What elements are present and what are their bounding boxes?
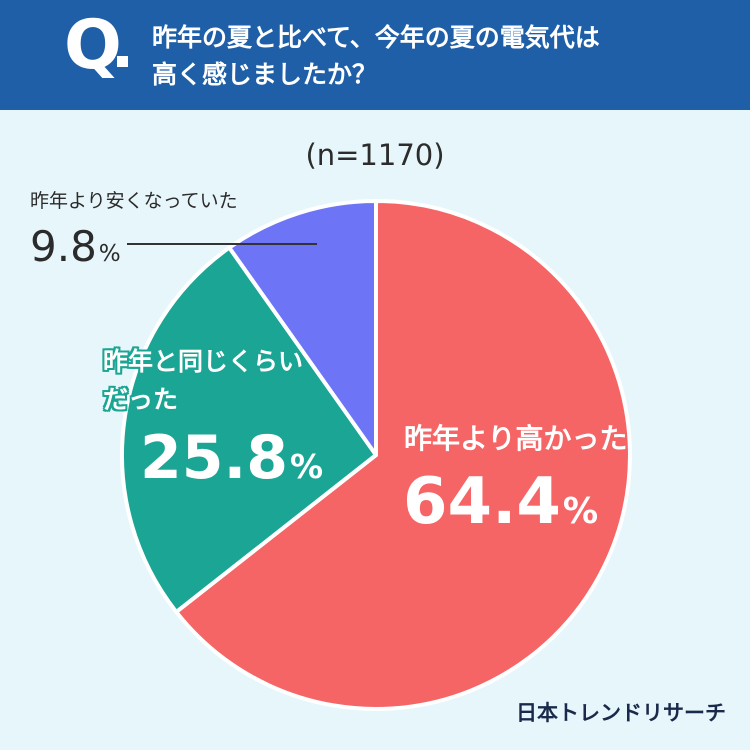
question-text: 昨年の夏と比べて、今年の夏の電気代は 高く感じましたか？	[152, 19, 712, 93]
higher-value-number: 64.4	[403, 465, 561, 539]
same-value-number: 25.8	[140, 423, 289, 493]
question-line-1: 昨年の夏と比べて、今年の夏の電気代は	[152, 23, 600, 52]
label-same-name-line-1: 昨年と同じくらい	[103, 347, 304, 376]
q-mark: Q	[64, 6, 122, 85]
label-higher-name: 昨年より高かった	[404, 422, 628, 455]
question-header: Q 昨年の夏と比べて、今年の夏の電気代は 高く感じましたか？	[0, 0, 750, 110]
label-higher-value: 64.4%	[403, 470, 598, 534]
label-same-name-line-2: だった	[103, 385, 179, 414]
leader-line	[127, 243, 317, 245]
pie-slice-lower	[227, 199, 378, 457]
higher-value-unit: %	[562, 491, 599, 532]
pie-slice-higher	[174, 199, 632, 711]
lower-value-unit: %	[98, 241, 121, 267]
label-lower-value: 9.8%	[30, 226, 121, 268]
sample-size: (n=1170)	[305, 138, 445, 172]
same-value-unit: %	[290, 447, 324, 486]
q-dot	[117, 56, 128, 67]
pie-slice-same	[120, 245, 378, 614]
brand-logo-text: 日本トレンドリサーチ	[516, 701, 726, 725]
label-lower-name: 昨年より安くなっていた	[30, 190, 238, 212]
label-same-value: 25.8%	[140, 428, 323, 488]
question-line-2: 高く感じましたか？	[152, 60, 378, 89]
lower-value-number: 9.8	[30, 222, 97, 271]
